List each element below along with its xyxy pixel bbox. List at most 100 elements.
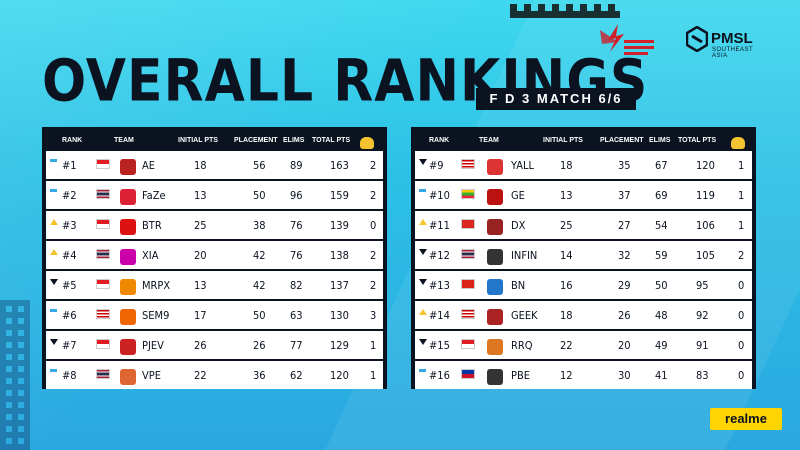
chicken-dinner-icon	[731, 137, 745, 149]
country-flag-icon	[96, 279, 110, 289]
rank-change-down-icon	[419, 159, 427, 165]
table-row: #6 SEM9 17 50 63 130 3	[46, 301, 383, 329]
match-label: F D 3 MATCH 6/6	[476, 88, 636, 110]
pmsl-logo: PMSL SOUTHEAST ASIA	[685, 25, 766, 66]
elims-cell: 48	[655, 309, 668, 322]
pmsl-emblem-icon	[685, 25, 709, 53]
initial-pts-cell: 22	[560, 339, 573, 352]
team-name: YALL	[511, 159, 534, 172]
team-name: PBE	[511, 369, 531, 382]
elims-cell: 54	[655, 219, 668, 232]
country-flag-icon	[96, 159, 110, 169]
country-flag-icon	[461, 339, 475, 349]
team-logo-icon	[487, 309, 503, 325]
pixel-pattern	[0, 300, 30, 450]
total-pts-cell: 159	[330, 189, 349, 202]
elims-cell: 67	[655, 159, 668, 172]
rank-change-down-icon	[419, 279, 427, 285]
wins-cell: 2	[370, 249, 377, 262]
elims-cell: 69	[655, 189, 668, 202]
chicken-dinner-icon	[360, 137, 374, 149]
initial-pts-cell: 13	[194, 189, 207, 202]
rank-change-down-icon	[419, 249, 427, 255]
table-row: #12 INFIN 14 32 59 105 2	[415, 241, 752, 269]
table-row: #14 GEEK 18 26 48 92 0	[415, 301, 752, 329]
team-name: INFIN	[511, 249, 538, 262]
placement-cell: 32	[618, 249, 631, 262]
total-pts-cell: 92	[696, 309, 709, 322]
table-row: #10 GE 13 37 69 119 1	[415, 181, 752, 209]
country-flag-icon	[461, 279, 475, 289]
rank-cell: #6	[62, 309, 77, 322]
table-row: #8 VPE 22 36 62 120 1	[46, 361, 383, 389]
country-flag-icon	[461, 189, 475, 199]
table-row: #4 XIA 20 42 76 138 2	[46, 241, 383, 269]
team-name: GEEK	[511, 309, 538, 322]
table-row: #13 BN 16 29 50 95 0	[415, 271, 752, 299]
sponsor-logo: realme	[710, 408, 782, 430]
initial-pts-cell: 13	[194, 279, 207, 292]
initial-pts-cell: 22	[194, 369, 207, 382]
rank-change-down-icon	[50, 279, 58, 285]
rank-change-down-icon	[419, 339, 427, 345]
elims-cell: 41	[655, 369, 668, 382]
total-pts-cell: 120	[330, 369, 349, 382]
total-pts-cell: 83	[696, 369, 709, 382]
team-name: AE	[142, 159, 156, 172]
country-flag-icon	[96, 369, 110, 379]
col-total-pts: TOTAL PTS	[312, 137, 351, 144]
rank-cell: #7	[62, 339, 77, 352]
placement-cell: 50	[253, 189, 266, 202]
col-total-pts: TOTAL PTS	[678, 137, 717, 144]
team-name: GE	[511, 189, 525, 202]
rank-cell: #3	[62, 219, 77, 232]
initial-pts-cell: 25	[194, 219, 207, 232]
placement-cell: 30	[618, 369, 631, 382]
wins-cell: 2	[370, 159, 377, 172]
wins-cell: 0	[738, 309, 745, 322]
table-row: #2 FaZe 13 50 96 159 2	[46, 181, 383, 209]
wins-cell: 1	[370, 369, 377, 382]
rank-change-same-icon	[50, 309, 57, 312]
initial-pts-cell: 18	[194, 159, 207, 172]
country-flag-icon	[96, 189, 110, 199]
team-logo-icon	[120, 189, 136, 205]
placement-cell: 50	[253, 309, 266, 322]
team-name: VPE	[142, 369, 161, 382]
initial-pts-cell: 20	[194, 249, 207, 262]
placement-cell: 26	[253, 339, 266, 352]
rank-cell: #8	[62, 369, 77, 382]
rank-change-same-icon	[50, 189, 57, 192]
team-logo-icon	[120, 159, 136, 175]
placement-cell: 36	[253, 369, 266, 382]
elims-cell: 77	[290, 339, 303, 352]
wins-cell: 0	[738, 279, 745, 292]
table-row: #11 DX 25 27 54 106 1	[415, 211, 752, 239]
wins-cell: 2	[370, 189, 377, 202]
total-pts-cell: 120	[696, 159, 715, 172]
checker-pattern	[510, 11, 620, 18]
team-name: RRQ	[511, 339, 533, 352]
team-logo-icon	[120, 369, 136, 385]
team-logo-icon	[120, 309, 136, 325]
total-pts-cell: 139	[330, 219, 349, 232]
elims-cell: 50	[655, 279, 668, 292]
initial-pts-cell: 18	[560, 309, 573, 322]
placement-cell: 27	[618, 219, 631, 232]
country-flag-icon	[461, 309, 475, 319]
placement-cell: 42	[253, 249, 266, 262]
team-name: BTR	[142, 219, 162, 232]
rank-change-down-icon	[50, 339, 58, 345]
team-logo-icon	[487, 219, 503, 235]
elims-cell: 76	[290, 219, 303, 232]
initial-pts-cell: 12	[560, 369, 573, 382]
wins-cell: 1	[370, 339, 377, 352]
team-logo-icon	[120, 219, 136, 235]
col-rank: RANK	[62, 137, 83, 144]
rank-cell: #15	[429, 339, 450, 352]
rank-cell: #11	[429, 219, 450, 232]
rank-cell: #4	[62, 249, 77, 262]
country-flag-icon	[96, 309, 110, 319]
rank-change-same-icon	[419, 189, 426, 192]
wins-cell: 0	[738, 339, 745, 352]
